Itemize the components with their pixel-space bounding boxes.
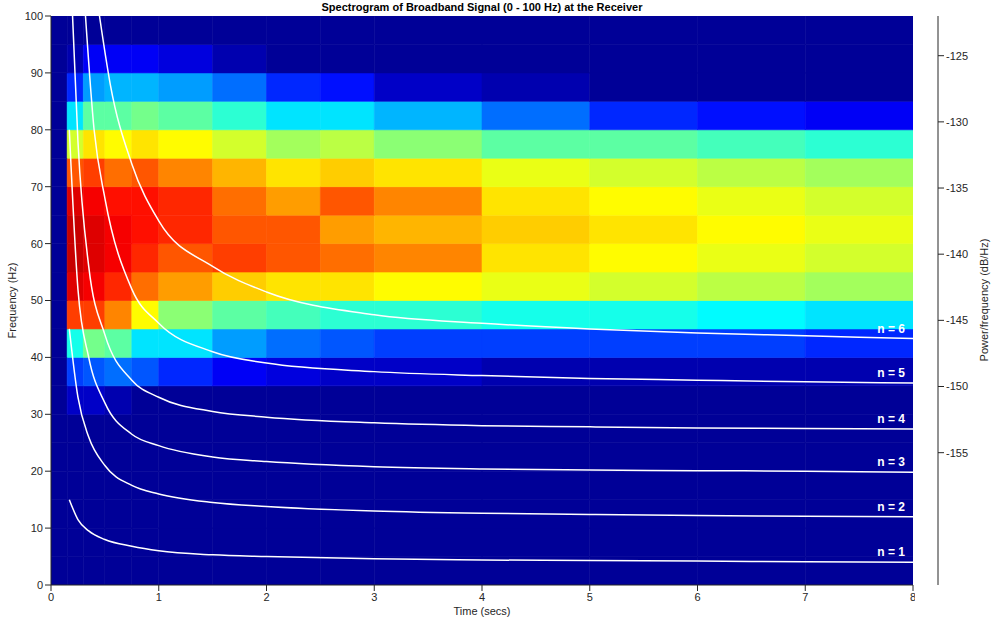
svg-text:Time (secs): Time (secs) <box>453 605 510 617</box>
svg-text:7: 7 <box>802 591 808 603</box>
svg-text:8: 8 <box>910 591 915 603</box>
svg-text:n = 6: n = 6 <box>877 322 905 336</box>
svg-text:5: 5 <box>587 591 593 603</box>
svg-text:20: 20 <box>31 465 43 477</box>
svg-text:-135: -135 <box>946 182 968 194</box>
svg-text:90: 90 <box>31 67 43 79</box>
svg-text:-150: -150 <box>946 380 968 392</box>
svg-text:Power/frequency (dB/Hz): Power/frequency (dB/Hz) <box>978 239 990 362</box>
svg-text:80: 80 <box>31 124 43 136</box>
svg-text:1: 1 <box>156 591 162 603</box>
svg-text:100: 100 <box>25 10 43 22</box>
svg-text:Frequency (Hz): Frequency (Hz) <box>6 263 18 339</box>
svg-text:n = 4: n = 4 <box>877 412 905 426</box>
svg-text:n = 3: n = 3 <box>877 455 905 469</box>
svg-text:0: 0 <box>48 591 54 603</box>
svg-text:-155: -155 <box>946 447 968 459</box>
svg-text:-130: -130 <box>946 116 968 128</box>
svg-text:-145: -145 <box>946 314 968 326</box>
svg-text:-140: -140 <box>946 248 968 260</box>
svg-text:70: 70 <box>31 181 43 193</box>
svg-text:50: 50 <box>31 294 43 306</box>
svg-text:30: 30 <box>31 408 43 420</box>
svg-text:40: 40 <box>31 351 43 363</box>
svg-text:2: 2 <box>263 591 269 603</box>
svg-text:n = 2: n = 2 <box>877 500 905 514</box>
svg-text:6: 6 <box>694 591 700 603</box>
svg-text:10: 10 <box>31 522 43 534</box>
svg-text:0: 0 <box>37 579 43 591</box>
svg-text:n = 1: n = 1 <box>877 545 905 559</box>
svg-text:n = 5: n = 5 <box>877 366 905 380</box>
html-text:Spectrogram of Broadband Signa: Spectrogram of Broadband Signal (0 - 100… <box>321 1 643 13</box>
svg-text:60: 60 <box>31 238 43 250</box>
svg-text:-125: -125 <box>946 50 968 62</box>
svg-text:3: 3 <box>371 591 377 603</box>
svg-text:4: 4 <box>479 591 485 603</box>
